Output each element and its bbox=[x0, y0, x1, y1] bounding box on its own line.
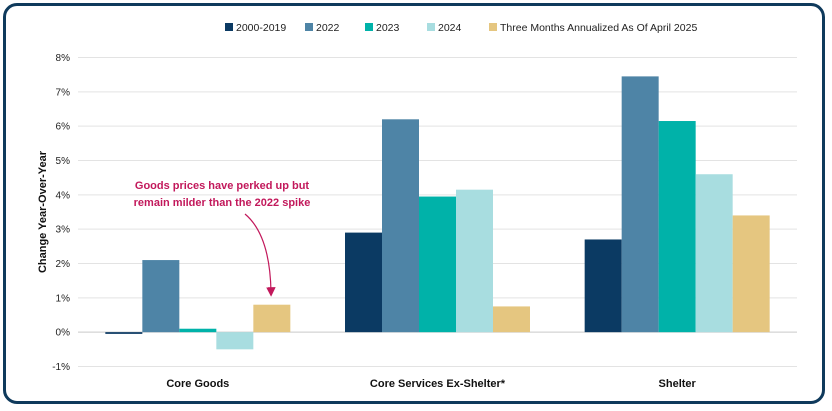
bar bbox=[142, 260, 180, 333]
category-label: Core Services Ex-Shelter* bbox=[370, 378, 506, 390]
y-tick-label: 5% bbox=[56, 156, 71, 167]
legend-swatch bbox=[427, 23, 435, 31]
bar bbox=[105, 332, 143, 334]
bar bbox=[179, 328, 217, 333]
y-tick-label: 3% bbox=[56, 225, 71, 236]
legend-swatch bbox=[225, 23, 233, 31]
bar bbox=[253, 304, 291, 333]
y-tick-label: 4% bbox=[56, 190, 71, 201]
category-labels: Core Goods Core Services Ex-Shelter* Shelt… bbox=[166, 378, 696, 390]
legend-label: 2022 bbox=[316, 22, 340, 34]
legend-label: Three Months Annualized As Of April 2025 bbox=[500, 22, 697, 34]
category-label: Shelter bbox=[659, 378, 697, 390]
y-tick-label: 6% bbox=[56, 122, 71, 133]
legend-swatch bbox=[365, 23, 373, 31]
y-tick-label: 0% bbox=[56, 328, 71, 339]
category-label: Core Goods bbox=[166, 378, 229, 390]
annotation-text: Goods prices have perked up but bbox=[135, 180, 310, 192]
bar bbox=[216, 332, 254, 350]
bar bbox=[456, 189, 493, 333]
y-tick-labels: -1% 0% 1% 2% 3% 4% 5% 6% 7% 8% bbox=[52, 53, 70, 373]
legend: 2000-2019 2022 2023 2024 Three Months Annual… bbox=[225, 22, 697, 34]
bar bbox=[695, 174, 733, 333]
bar bbox=[658, 121, 696, 333]
y-tick-label: 8% bbox=[56, 53, 71, 64]
bar bbox=[732, 215, 770, 333]
annotation-text: remain milder than the 2022 spike bbox=[134, 197, 311, 209]
bar bbox=[493, 306, 530, 333]
y-axis-label: Change Year-Over-Year bbox=[37, 150, 49, 273]
bar bbox=[584, 239, 622, 333]
y-tick-label: 1% bbox=[56, 293, 71, 304]
legend-swatch bbox=[305, 23, 313, 31]
y-tick-label: 2% bbox=[56, 259, 71, 270]
bar bbox=[621, 76, 659, 333]
bar bbox=[419, 196, 456, 333]
bar bbox=[345, 232, 382, 333]
y-tick-label: 7% bbox=[56, 87, 71, 98]
y-tick-label: -1% bbox=[52, 362, 70, 373]
annotation: Goods prices have perked up but remain mi… bbox=[134, 180, 311, 297]
legend-label: 2023 bbox=[376, 22, 400, 34]
bar bbox=[382, 119, 419, 333]
legend-label: 2000-2019 bbox=[236, 22, 286, 34]
bars bbox=[105, 76, 770, 350]
annotation-arrow bbox=[244, 213, 276, 297]
legend-swatch bbox=[489, 23, 497, 31]
legend-label: 2024 bbox=[438, 22, 462, 34]
